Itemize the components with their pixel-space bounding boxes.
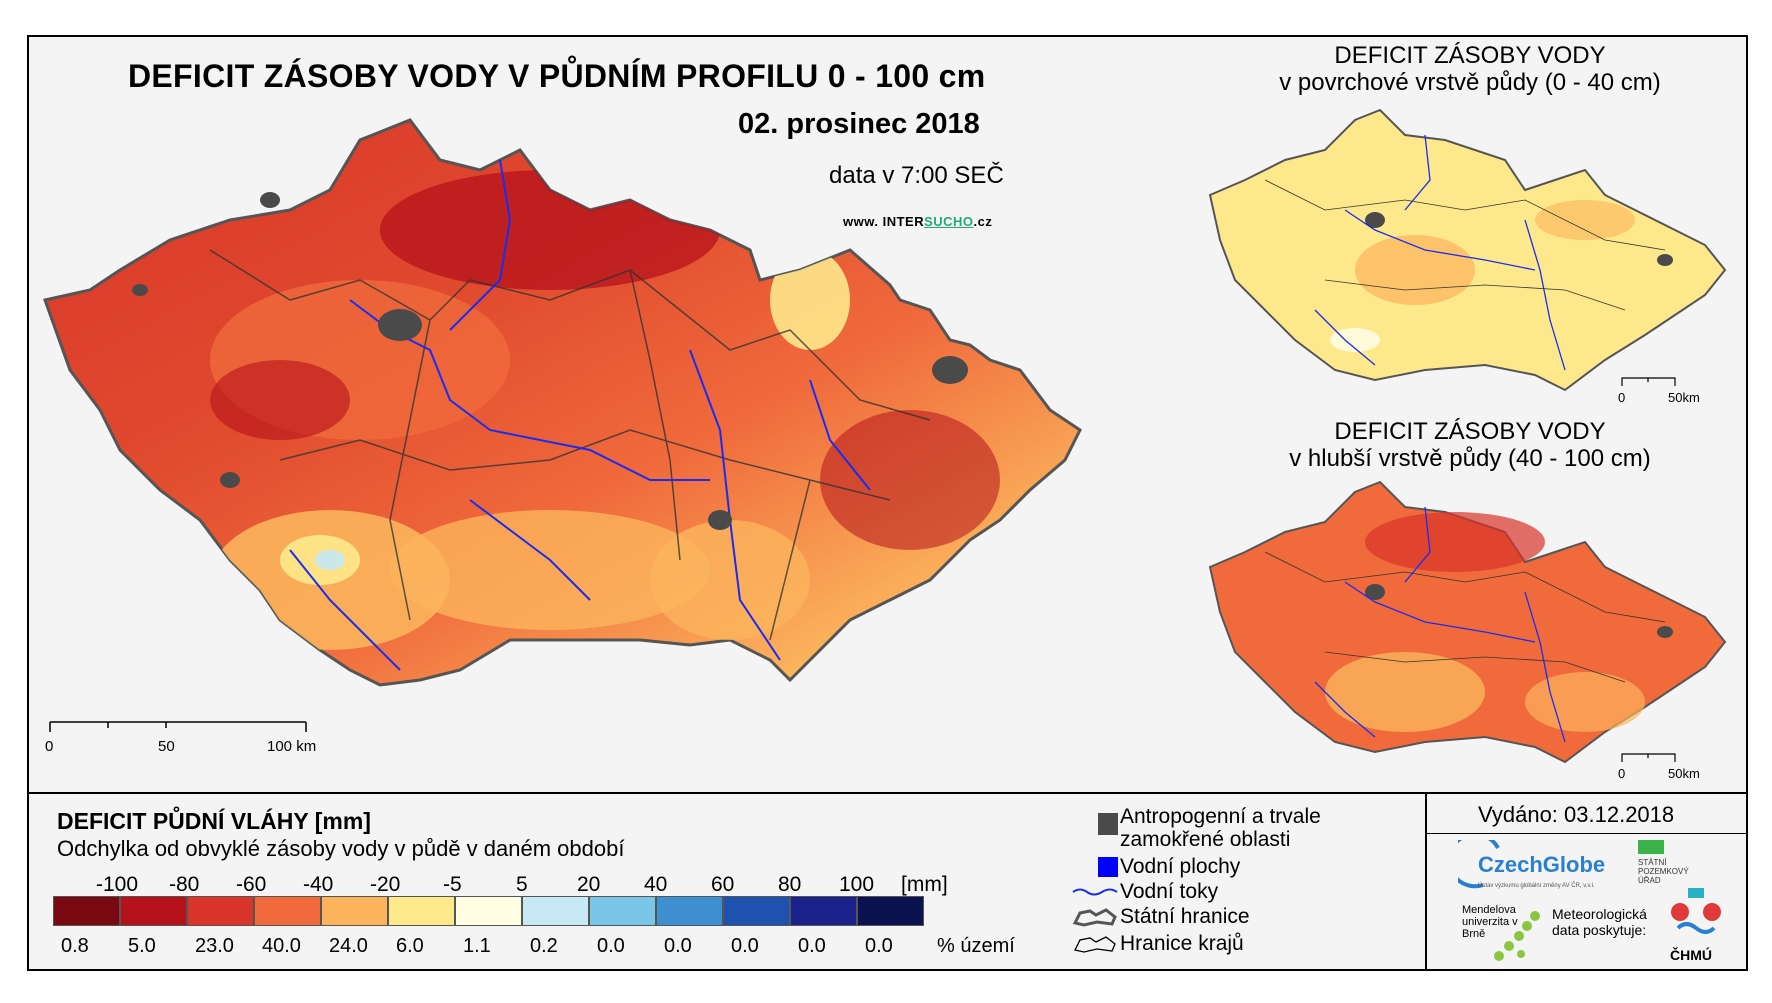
side-map1-scale-bar	[1621, 377, 1676, 386]
legend-percent-6: 1.1	[463, 935, 491, 957]
legend-percent-3: 40.0	[262, 935, 301, 957]
main-map	[43, 118, 1082, 687]
mendel-dots-logo	[1494, 911, 1540, 961]
side-map2-title-line1: DEFICIT ZÁSOBY VODY	[1334, 418, 1606, 445]
legend-break-10: 80	[778, 873, 802, 896]
side-map2-title-line2: v hlubší vrstvě půdy (40 - 100 cm)	[1289, 445, 1651, 472]
legend-bin-12	[857, 896, 924, 926]
legend-break-2: -60	[236, 873, 267, 896]
legend-bin-7	[522, 896, 589, 926]
side-map1-scale-50: 50km	[1668, 390, 1700, 405]
side-map2-title: DEFICIT ZÁSOBY VODY v hlubší vrstvě půdy…	[1210, 418, 1730, 472]
legend-bin-1	[120, 896, 187, 926]
side-map1-title: DEFICIT ZÁSOBY VODY v povrchové vrstvě p…	[1210, 42, 1730, 96]
issued-separator	[1427, 833, 1748, 834]
deep-layer-map	[1208, 480, 1727, 764]
legend-bin-8	[589, 896, 656, 926]
legend-break-0: -100	[96, 873, 139, 896]
key-rivers: Vodní toky	[1072, 880, 1219, 903]
main-scale-0: 0	[45, 738, 54, 755]
legend-percent-10: 0.0	[731, 935, 759, 957]
legend-percent-12: 0.0	[865, 935, 893, 957]
key-region-border: Hranice krajů	[1074, 932, 1244, 955]
legend-bin-0	[53, 896, 120, 926]
key-water-bodies: Vodní plochy	[1098, 855, 1241, 878]
legend-percent-label: % území	[937, 935, 1015, 957]
data-time: data v 7:00 SEČ	[829, 162, 1004, 189]
side-map2-scale-bar	[1621, 753, 1676, 762]
czechglobe-name: CzechGlobe	[1478, 852, 1606, 877]
legend-percent-5: 6.0	[396, 935, 424, 957]
legend-subtitle: Odchylka od obvyklé zásoby vody v půdě v…	[57, 836, 625, 861]
legend-bin-3	[254, 896, 321, 926]
chmu-logo	[1671, 888, 1721, 934]
legend-percent-11: 0.0	[798, 935, 826, 957]
legend-bin-2	[187, 896, 254, 926]
side-map1-title-line2: v povrchové vrstvě půdy (0 - 40 cm)	[1279, 69, 1661, 96]
legend-unit: [mm]	[901, 873, 948, 896]
surface-layer-map	[1208, 108, 1727, 392]
key-water-bodies-label: Vodní plochy	[1120, 855, 1241, 878]
legend-color-bins	[53, 896, 924, 926]
footer-separator	[1425, 792, 1427, 971]
key-urban: Antropogenní a trvale zamokřené oblasti	[1098, 805, 1321, 851]
czechglobe-sub: Ústav výzkumu globální změny AV ČR, v.v.…	[1478, 883, 1595, 889]
legend-percent-1: 5.0	[128, 935, 156, 957]
legend-bin-9	[656, 896, 723, 926]
legend-break-7: 20	[577, 873, 601, 896]
key-state-border: Státní hranice	[1072, 905, 1250, 928]
blue-square-icon	[1098, 857, 1118, 877]
legend-break-9: 60	[711, 873, 735, 896]
legend-break-1: -80	[169, 873, 200, 896]
side-map1-scale-0: 0	[1618, 390, 1626, 405]
legend-bin-6	[455, 896, 522, 926]
legend-bin-11	[790, 896, 857, 926]
side-map2-scale-50: 50km	[1668, 766, 1700, 781]
page-title: DEFICIT ZÁSOBY VODY V PŮDNÍM PROFILU 0 -…	[128, 58, 986, 94]
legend-break-8: 40	[644, 873, 668, 896]
legend-break-3: -40	[303, 873, 334, 896]
www-mid: SUCHO	[924, 214, 974, 229]
key-urban-line1: Antropogenní a trvale	[1120, 805, 1321, 828]
main-scale-100: 100 km	[267, 738, 317, 755]
legend-percent-4: 24.0	[329, 935, 368, 957]
legend-separator	[27, 792, 1748, 794]
legend-break-4: -20	[370, 873, 401, 896]
meteo-text: Meteorologická data poskytuje:	[1552, 906, 1647, 938]
legend-percent-2: 23.0	[195, 935, 234, 957]
legend-percent-0: 0.8	[61, 935, 89, 957]
www-suffix: .cz	[973, 214, 993, 229]
czechglobe-logo	[1458, 840, 1500, 889]
river-line-icon	[1072, 888, 1118, 896]
mendel-name: Mendelova univerzita v Brně	[1462, 904, 1518, 940]
legend-bin-4	[321, 896, 388, 926]
legend-break-6: 5	[516, 873, 528, 896]
state-border-icon	[1072, 908, 1117, 927]
grey-square-icon	[1098, 813, 1118, 835]
legend-bin-10	[723, 896, 790, 926]
side-map2-scale-0: 0	[1618, 766, 1626, 781]
map-date: 02. prosinec 2018	[738, 108, 980, 140]
region-border-icon	[1074, 936, 1116, 953]
issued-date: Vydáno: 03.12.2018	[1478, 802, 1675, 827]
side-map1-title-line1: DEFICIT ZÁSOBY VODY	[1334, 42, 1606, 69]
legend-percent-8: 0.0	[597, 935, 625, 957]
main-scale-50: 50	[158, 738, 175, 755]
key-state-border-label: Státní hranice	[1120, 905, 1250, 928]
spu-logo	[1638, 840, 1664, 854]
legend-percent-9: 0.0	[664, 935, 692, 957]
legend-bin-5	[388, 896, 455, 926]
legend-percent-7: 0.2	[530, 935, 558, 957]
www-prefix: www. INTER	[843, 214, 925, 229]
key-rivers-label: Vodní toky	[1120, 880, 1219, 903]
legend-title: DEFICIT PŮDNÍ VLÁHY [mm]	[57, 808, 371, 834]
spu-name: STÁTNÍ POZEMKOVÝ ÚŘAD	[1638, 858, 1689, 885]
key-region-border-label: Hranice krajů	[1120, 932, 1244, 955]
main-scale-bar	[49, 721, 307, 732]
legend-break-5: -5	[443, 873, 462, 896]
legend-break-11: 100	[839, 873, 875, 896]
chmu-name: ČHMÚ	[1670, 947, 1712, 963]
key-urban-line2: zamokřené oblasti	[1120, 828, 1291, 851]
website-link[interactable]: www. INTERSUCHO.cz	[843, 214, 992, 229]
